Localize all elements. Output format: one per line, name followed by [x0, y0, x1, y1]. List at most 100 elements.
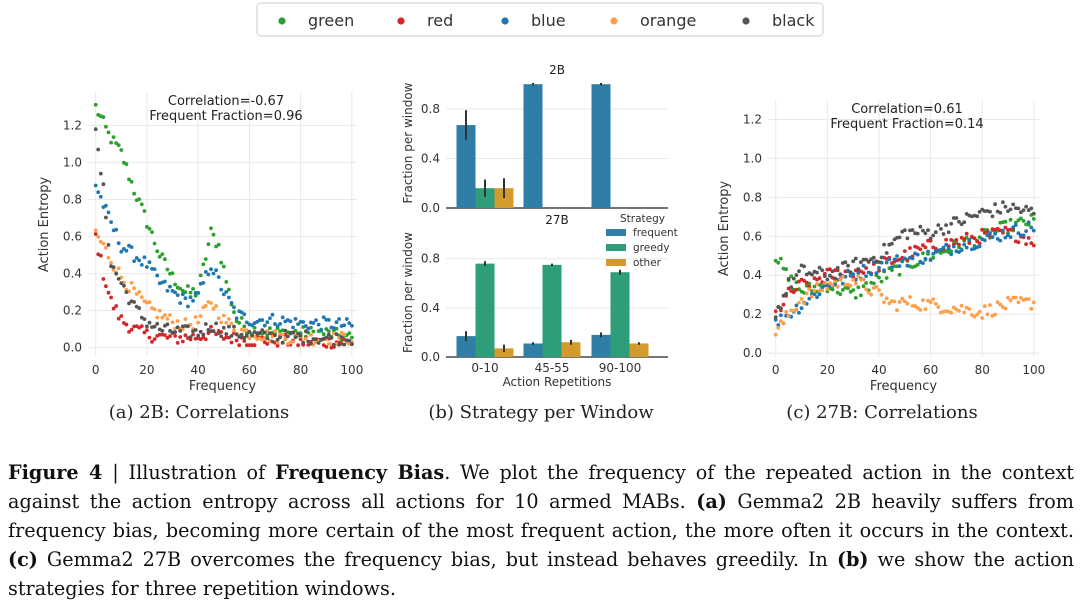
point-blue	[173, 290, 178, 295]
point-orange	[1013, 295, 1018, 300]
point-orange	[840, 274, 845, 279]
point-blue	[817, 292, 822, 297]
point-orange	[147, 300, 152, 305]
y-tick-label: 0.6	[63, 230, 82, 244]
point-red	[237, 343, 242, 348]
point-black	[227, 324, 231, 329]
point-blue	[959, 248, 964, 253]
point-orange	[949, 310, 954, 315]
point-black	[835, 265, 840, 270]
point-red	[817, 276, 822, 281]
point-blue	[931, 252, 936, 256]
point-green	[170, 271, 175, 276]
point-black	[339, 335, 344, 340]
category-label: 90-100	[599, 361, 642, 375]
point-black	[301, 340, 306, 345]
category-label: 0-10	[471, 361, 498, 375]
point-orange	[155, 315, 160, 320]
panel-b-bars: 0.0 0.4 0.8 2B Fraction per window 0.0 0.4 0.8 2…	[401, 63, 678, 389]
point-green	[773, 258, 778, 263]
point-orange	[802, 301, 806, 306]
point-black	[784, 291, 788, 296]
point-blue	[152, 267, 157, 271]
point-black	[802, 264, 806, 269]
point-red	[252, 343, 257, 348]
point-orange	[303, 336, 308, 341]
point-green	[838, 292, 843, 297]
point-blue	[244, 320, 249, 325]
point-blue	[311, 321, 316, 325]
point-orange	[1006, 295, 1010, 300]
point-green	[203, 257, 208, 261]
point-orange	[995, 300, 1000, 305]
point-orange	[229, 321, 234, 326]
point-orange	[211, 306, 216, 311]
point-blue	[998, 238, 1003, 243]
point-orange	[928, 300, 933, 305]
point-green	[227, 287, 231, 292]
point-black	[93, 127, 98, 132]
point-green	[219, 260, 224, 265]
point-blue	[163, 279, 167, 284]
point-blue	[186, 304, 190, 309]
point-red	[129, 327, 134, 332]
bar-greedy	[475, 263, 495, 357]
legend-marker-red	[397, 17, 405, 25]
point-black	[941, 232, 946, 236]
point-blue	[270, 312, 275, 317]
point-black	[975, 214, 979, 219]
point-orange	[820, 288, 825, 293]
point-red	[1026, 236, 1031, 240]
point-orange	[152, 307, 157, 312]
point-green	[830, 287, 835, 292]
point-green	[812, 284, 817, 289]
y-tick-label: 0.8	[743, 190, 762, 204]
bar-frequent	[591, 84, 611, 208]
point-green	[111, 135, 116, 140]
point-black	[104, 215, 108, 220]
point-blue	[993, 231, 997, 236]
point-orange	[874, 285, 879, 289]
point-blue	[206, 272, 211, 277]
point-red	[104, 284, 108, 289]
point-black	[268, 331, 272, 335]
point-green	[326, 329, 331, 333]
point-green	[198, 273, 203, 278]
point-red	[957, 242, 961, 247]
point-red	[93, 232, 98, 236]
point-red	[324, 345, 329, 349]
point-orange	[96, 235, 101, 239]
point-blue	[293, 317, 298, 321]
point-black	[186, 324, 190, 329]
point-blue	[96, 190, 101, 195]
point-blue	[985, 233, 990, 238]
point-orange	[830, 283, 835, 288]
point-black	[342, 342, 347, 347]
y-tick-label: 1.2	[743, 112, 762, 126]
point-orange	[835, 284, 840, 289]
point-black	[278, 335, 282, 340]
point-green	[851, 288, 856, 292]
point-black	[124, 290, 129, 294]
point-black	[309, 341, 313, 346]
point-blue	[864, 274, 868, 278]
point-red	[101, 277, 106, 281]
point-blue	[134, 256, 139, 260]
point-blue	[326, 318, 331, 322]
point-blue	[288, 319, 293, 324]
point-blue	[1006, 233, 1010, 238]
point-black	[856, 267, 861, 271]
point-orange	[921, 298, 925, 302]
point-black	[193, 328, 198, 332]
bar-frequent	[456, 125, 476, 208]
point-black	[1024, 204, 1028, 209]
point-red	[921, 243, 925, 248]
point-black	[830, 269, 835, 274]
point-orange	[260, 338, 265, 342]
point-orange	[157, 308, 162, 313]
point-red	[791, 290, 796, 295]
point-blue	[201, 281, 206, 285]
point-blue	[234, 316, 239, 321]
point-red	[923, 245, 928, 250]
point-blue	[949, 252, 954, 257]
